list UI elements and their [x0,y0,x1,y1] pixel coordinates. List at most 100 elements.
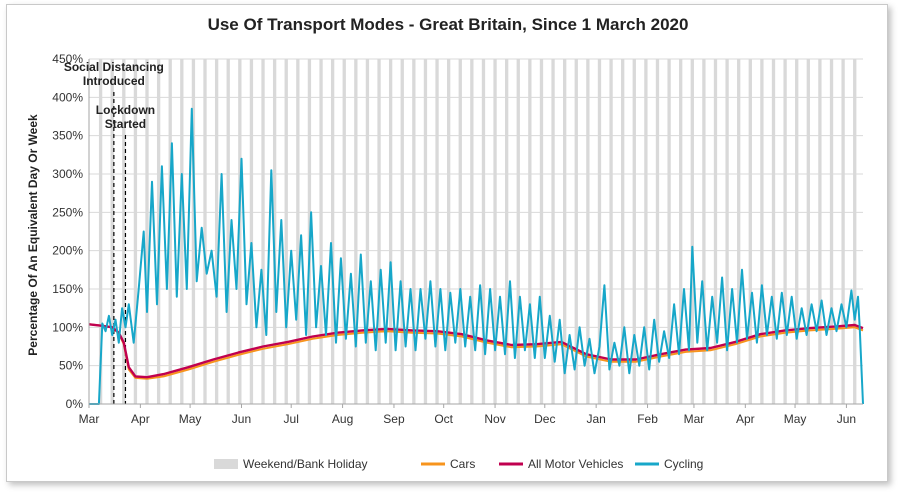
weekend-bar [783,59,787,404]
weekend-bar [133,59,138,404]
weekend-bar [272,59,277,404]
axes [88,59,863,405]
weekend-bar [214,59,219,404]
y-axis-label: Percentage Of An Equivalent Day Or Week [26,114,40,356]
weekend-bar [261,59,265,404]
x-tick-label: Dec [534,412,555,426]
weekend-bar [806,59,810,404]
x-tick-label: May [179,412,202,426]
weekend-bar [226,59,230,404]
x-tick-label: Sep [383,412,405,426]
weekend-bar [771,59,776,404]
x-tick-label: Apr [131,412,150,426]
weekend-bar [98,59,103,404]
y-tick-label: 150% [52,282,83,296]
x-tick-label: Apr [736,412,755,426]
weekend-bar [853,59,857,404]
weekend-bar [203,59,207,404]
weekend-bar [191,59,196,404]
weekend-bar [632,59,636,404]
y-tick-label: 50% [59,359,83,373]
weekend-bar [470,59,474,404]
weekend-bar [690,59,694,404]
annotation-text: Social Distancing [64,60,164,74]
weekend-bar [238,59,242,404]
x-tick-labels: Mar Apr May Jun Jul Aug Sep Oct Nov Dec Jan Feb Mar A… [79,404,856,426]
weekend-bar [586,59,590,404]
chart-frame: Use Of Transport Modes - Great Britain, … [6,4,888,482]
y-tick-label: 450% [52,52,83,66]
weekend-bar [458,59,462,404]
series-lines [88,107,864,405]
x-tick-label: Jun [232,412,251,426]
legend-swatch [214,459,238,469]
weekend-bar [829,59,834,404]
weekend-bar [818,59,822,404]
weekend-bar [400,59,404,404]
weekend-bar [110,59,114,404]
weekend-bar [609,59,613,404]
weekend-bar [655,59,660,404]
weekend-bar [597,59,602,404]
weekend-bar [249,59,254,404]
weekend-bar [795,59,799,404]
legend-label: All Motor Vehicles [528,457,623,471]
weekend-bars [98,59,857,404]
x-tick-label: May [784,412,807,426]
weekend-bar [481,59,486,404]
weekend-bar [539,59,544,404]
weekend-bar [446,59,451,404]
x-tick-label: Jul [284,412,299,426]
weekend-bar [702,59,706,404]
weekend-bar [644,59,648,404]
weekend-bar [354,59,358,404]
x-tick-label: Jun [837,412,856,426]
weekend-bar [388,59,393,404]
weekend-bar [168,59,172,404]
weekend-bar [435,59,439,404]
y-tick-label: 350% [52,129,83,143]
weekend-bar [342,59,346,404]
annotation-text: Started [105,117,146,131]
x-tick-label: Aug [332,412,353,426]
y-tick-label: 100% [52,320,83,334]
transport-chart: Use Of Transport Modes - Great Britain, … [26,15,864,471]
weekend-bar [679,59,683,404]
chart-title: Use Of Transport Modes - Great Britain, … [208,15,689,34]
annotation-text: Introduced [83,74,145,88]
weekend-bar [713,59,718,404]
weekend-bar [505,59,509,404]
x-tick-label: Feb [637,412,658,426]
weekend-bar [528,59,532,404]
annotation-lines [113,92,127,404]
weekend-bar [180,59,184,404]
legend-label: Weekend/Bank Holiday [243,457,368,471]
y-tick-label: 400% [52,90,83,104]
weekend-bar [412,59,416,404]
weekend-bar [574,59,578,404]
x-tick-label: Jan [586,412,605,426]
weekend-bar [122,59,126,404]
weekend-bar [493,59,497,404]
weekend-bar [760,59,764,404]
weekend-bar [516,59,520,404]
x-tick-label: Mar [79,412,100,426]
y-tick-labels: 0% 50% 100% 150% 200% 250% 300% 350% 400% 450% [52,52,83,411]
weekend-bar [551,59,555,404]
weekend-bar [365,59,370,404]
weekend-bar [296,59,300,404]
y-tick-label: 0% [66,397,84,411]
weekend-bar [621,59,625,404]
weekend-bar [423,59,428,404]
y-tick-label: 300% [52,167,83,181]
weekend-bar [330,59,335,404]
legend-label: Cars [450,457,475,471]
legend: Weekend/Bank Holiday Cars All Motor Vehicl… [214,457,703,471]
annotation-text: Lockdown [96,103,155,117]
cyclingline [89,107,864,405]
x-tick-label: Oct [434,412,453,426]
weekend-bar [319,59,323,404]
weekend-bar [145,59,149,404]
weekend-bar [748,59,752,404]
